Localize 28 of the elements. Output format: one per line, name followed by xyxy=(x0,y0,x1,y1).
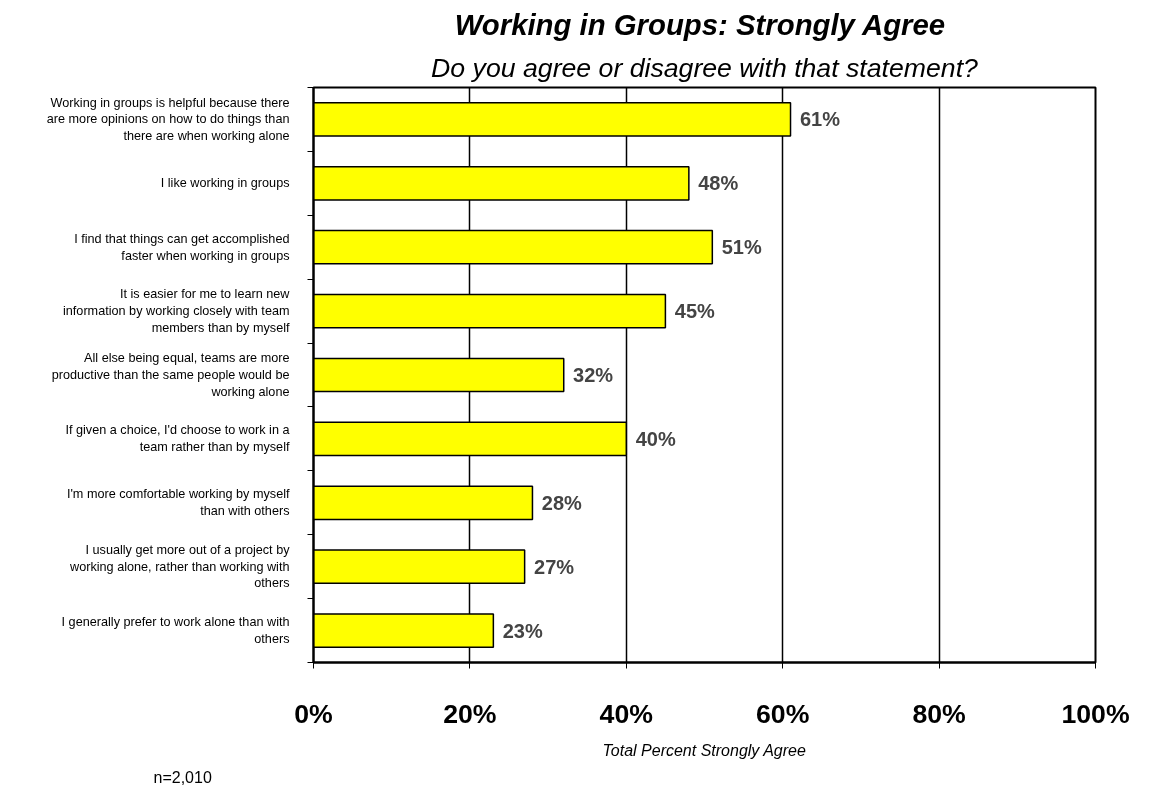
x-tick-label: 100% xyxy=(1061,698,1130,729)
y-tick-label: I like working in groups xyxy=(160,176,290,191)
data-label: 48% xyxy=(698,172,739,195)
data-label: 27% xyxy=(534,555,575,578)
data-label: 28% xyxy=(541,491,583,514)
y-tick-label: Working in groups is helpful because there are more opinions on how to do things than there are when working alone xyxy=(46,95,290,144)
y-tick-label: I'm more comfortable working by myself than with others xyxy=(66,487,290,519)
data-label: 40% xyxy=(635,427,676,450)
x-tick-label: 40% xyxy=(599,698,653,729)
data-label: 51% xyxy=(721,236,762,259)
data-label: 32% xyxy=(573,364,614,386)
x-tick-label: 80% xyxy=(912,698,966,729)
text: n=2,010 xyxy=(153,768,212,786)
x-tick-label: 60% xyxy=(756,698,810,729)
x-axis-title: Total Percent Strongly Agree xyxy=(602,741,806,759)
y-tick-label: I find that things can get accomplished faster when working in groups xyxy=(74,231,290,263)
data-label: 45% xyxy=(674,300,716,323)
chart-title: Working in Groups: Strongly Agree xyxy=(454,7,946,41)
x-tick-label: 20% xyxy=(443,698,497,729)
y-tick-label: If given a choice, I'd choose to work in a team rather than by myself xyxy=(65,423,291,455)
y-tick-label: I generally prefer to work alone than with others xyxy=(61,615,290,646)
data-label: 23% xyxy=(502,619,543,642)
chart-subtitle: Do you agree or disagree with that statement? xyxy=(431,52,979,83)
x-tick-label: 0% xyxy=(294,698,333,729)
data-label: 61% xyxy=(799,108,841,131)
y-tick-label: I usually get more out of a project by working alone, rather than working with others xyxy=(69,542,291,591)
y-tick-label: All else being equal, teams are more productive than the same people would be working alone xyxy=(51,351,290,399)
y-tick-label: It is easier for me to learn new information by working closely with team members than by myself xyxy=(63,287,291,335)
